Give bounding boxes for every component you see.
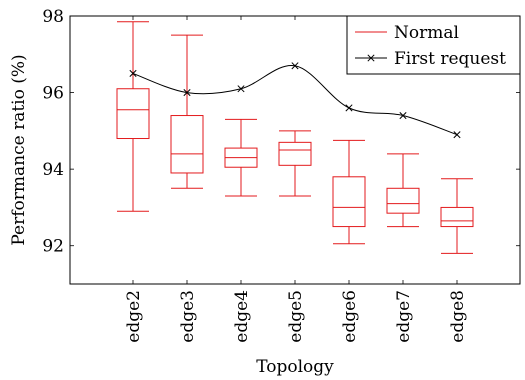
- x-tick-label: edge6: [340, 290, 360, 343]
- box-iqr: [386, 187, 420, 214]
- first-request-point-edge7: [399, 111, 407, 120]
- y-axis-ticks: 92 94 96 98: [42, 7, 520, 257]
- x-marker-stroke: [291, 62, 299, 70]
- legend-label-first-request: First request: [394, 49, 506, 69]
- x-axis-label: Topology: [256, 357, 334, 377]
- first-request-point-edge3: [183, 89, 191, 97]
- box-iqr: [278, 141, 312, 166]
- y-tick-label: 94: [42, 160, 64, 180]
- plot-marks: [116, 21, 474, 254]
- first-request-line: [132, 65, 458, 136]
- x-marker-stroke: [183, 89, 191, 97]
- first-request-point-edge4: [237, 85, 245, 93]
- box-iqr: [170, 115, 204, 174]
- x-marker-stroke: [399, 111, 407, 120]
- box-edge2: [116, 21, 150, 212]
- first-request-point-edge6: [345, 104, 353, 112]
- y-tick-label: 98: [42, 7, 64, 27]
- first-request-point-edge2: [129, 69, 137, 77]
- x-marker-stroke: [237, 85, 245, 93]
- legend-label-normal: Normal: [394, 23, 459, 43]
- x-marker-stroke: [129, 69, 137, 77]
- x-tick-label: edge4: [232, 290, 252, 343]
- box-edge7: [386, 153, 420, 228]
- box-iqr: [332, 176, 366, 228]
- x-tick-label: edge2: [124, 290, 144, 343]
- x-marker-stroke: [453, 131, 461, 139]
- x-axis-ticks: edge2 edge3 edge4 edge5 edge6 edge7 edge8: [124, 16, 468, 343]
- box-edge3: [170, 34, 204, 189]
- x-tick-label: edge5: [286, 290, 306, 343]
- x-tick-label: edge7: [394, 290, 414, 343]
- x-marker-stroke: [345, 104, 353, 112]
- legend-marker: [367, 54, 375, 62]
- x-tick-label: edge3: [178, 290, 198, 343]
- x-tick-label: edge8: [448, 290, 468, 343]
- legend: Normal First request: [346, 15, 521, 75]
- box-edge8: [440, 178, 474, 254]
- y-tick-label: 96: [42, 84, 64, 104]
- box-iqr: [116, 88, 150, 140]
- legend-box: [346, 15, 521, 75]
- box-edge6: [332, 139, 366, 245]
- y-tick-label: 92: [42, 237, 64, 257]
- first-request-point-edge5: [291, 62, 299, 70]
- first-request-point-edge8: [453, 131, 461, 139]
- box-edge4: [224, 118, 258, 197]
- y-axis-label: Performance ratio (%): [9, 54, 29, 245]
- box-edge5: [278, 130, 312, 197]
- box-iqr: [440, 206, 474, 228]
